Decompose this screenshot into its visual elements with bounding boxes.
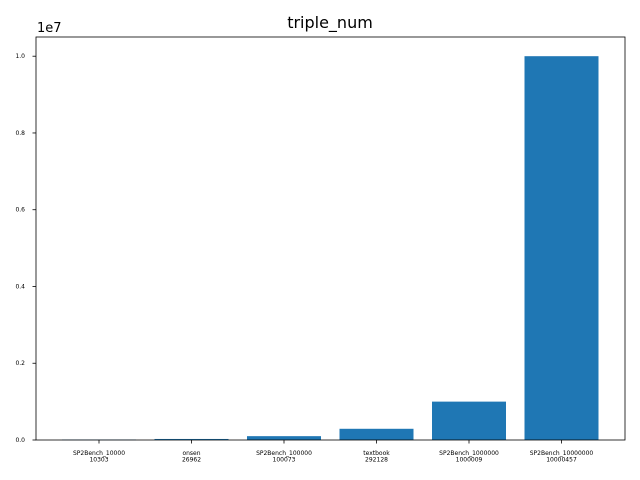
bar-2 bbox=[247, 436, 321, 440]
x-tick-label-1-line-1: 26962 bbox=[182, 457, 201, 464]
bar-3 bbox=[339, 428, 414, 440]
y-tick-label-0: 0.0 bbox=[15, 437, 25, 444]
y-tick-label-2: 0.4 bbox=[15, 283, 25, 290]
x-tick-label-0-line-0: SP2Bench_10000 bbox=[73, 450, 125, 457]
y-tick-label-3: 0.6 bbox=[15, 207, 25, 214]
bars-group bbox=[62, 56, 599, 441]
chart-title: triple_num bbox=[287, 13, 373, 33]
x-tick-label-1-line-0: onsen bbox=[182, 450, 200, 457]
x-tick-label-5-line-1: 10000457 bbox=[546, 457, 577, 464]
bar-1 bbox=[154, 438, 229, 440]
x-tick-label-0-line-1: 10303 bbox=[89, 457, 108, 464]
y-tick-label-1: 0.2 bbox=[15, 360, 25, 367]
x-tick-label-3-line-0: textbook bbox=[363, 450, 390, 457]
y-tick-label-5: 1.0 bbox=[15, 53, 25, 60]
x-tick-label-2-line-0: SP2Bench_100000 bbox=[256, 450, 312, 457]
y-tick-label-4: 0.8 bbox=[15, 130, 25, 137]
y-axis-ticks: 0.0 0.2 0.4 0.6 0.8 1.0 bbox=[15, 53, 36, 444]
x-tick-label-4-line-0: SP2Bench_1000000 bbox=[439, 450, 499, 457]
plot-area-frame bbox=[35, 36, 626, 441]
x-tick-label-2-line-1: 100073 bbox=[273, 457, 296, 464]
x-tick-label-5-line-0: SP2Bench_10000000 bbox=[530, 450, 594, 457]
bar-5 bbox=[524, 56, 599, 440]
y-axis-offset-label: 1e7 bbox=[37, 21, 62, 36]
bar-4 bbox=[432, 401, 506, 440]
x-tick-label-3-line-1: 292128 bbox=[365, 457, 388, 464]
x-tick-label-4-line-1: 1000009 bbox=[456, 457, 483, 464]
